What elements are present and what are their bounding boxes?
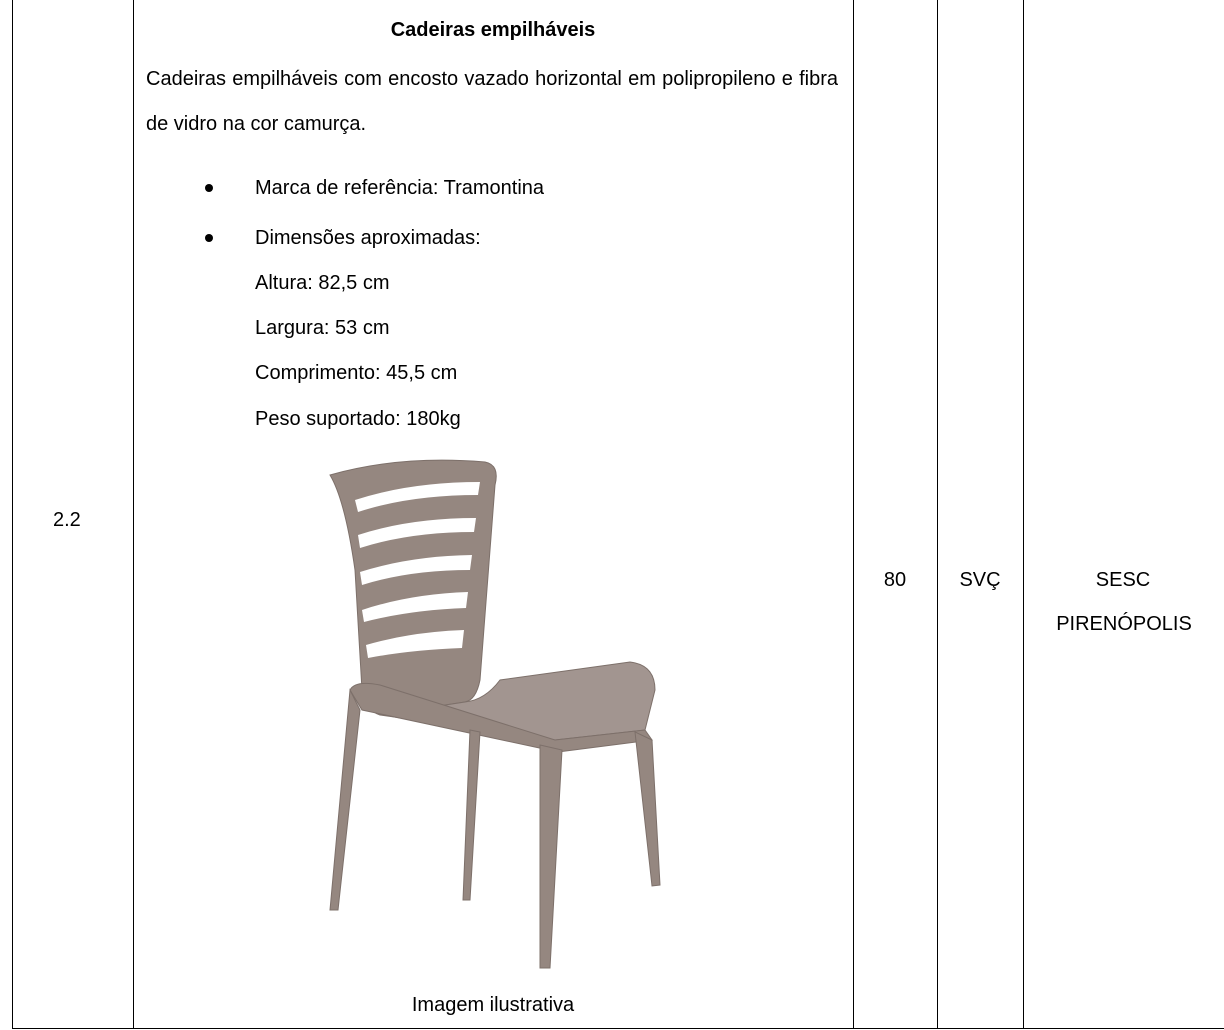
dimension: Peso suportado: 180kg bbox=[255, 408, 461, 430]
dimension: Largura: 53 cm bbox=[255, 317, 390, 339]
bullet bbox=[205, 234, 213, 242]
dimension: Altura: 82,5 cm bbox=[255, 272, 390, 294]
location: SESC bbox=[1095, 569, 1151, 591]
bullet bbox=[205, 184, 213, 192]
item-number: 2.2 bbox=[53, 509, 81, 531]
border bbox=[133, 0, 134, 1029]
border bbox=[853, 0, 854, 1029]
location: PIRENÓPOLIS bbox=[1056, 613, 1192, 635]
image-caption: Imagem ilustrativa bbox=[411, 994, 575, 1016]
product-description: Cadeiras empilháveis com encosto vazado … bbox=[146, 68, 838, 135]
border bbox=[937, 0, 938, 1029]
border bbox=[12, 1028, 1224, 1029]
bullet-text: Marca de referência: Tramontina bbox=[255, 177, 545, 199]
quantity: 80 bbox=[883, 569, 907, 591]
dimension: Comprimento: 45,5 cm bbox=[255, 362, 458, 384]
product-title: Cadeiras empilháveis bbox=[390, 19, 596, 41]
chair-image bbox=[329, 459, 661, 969]
border bbox=[12, 0, 13, 1029]
unit: SVÇ bbox=[959, 569, 1001, 591]
border bbox=[1023, 0, 1024, 1029]
bullet-text: Dimensões aproximadas: bbox=[255, 227, 481, 249]
